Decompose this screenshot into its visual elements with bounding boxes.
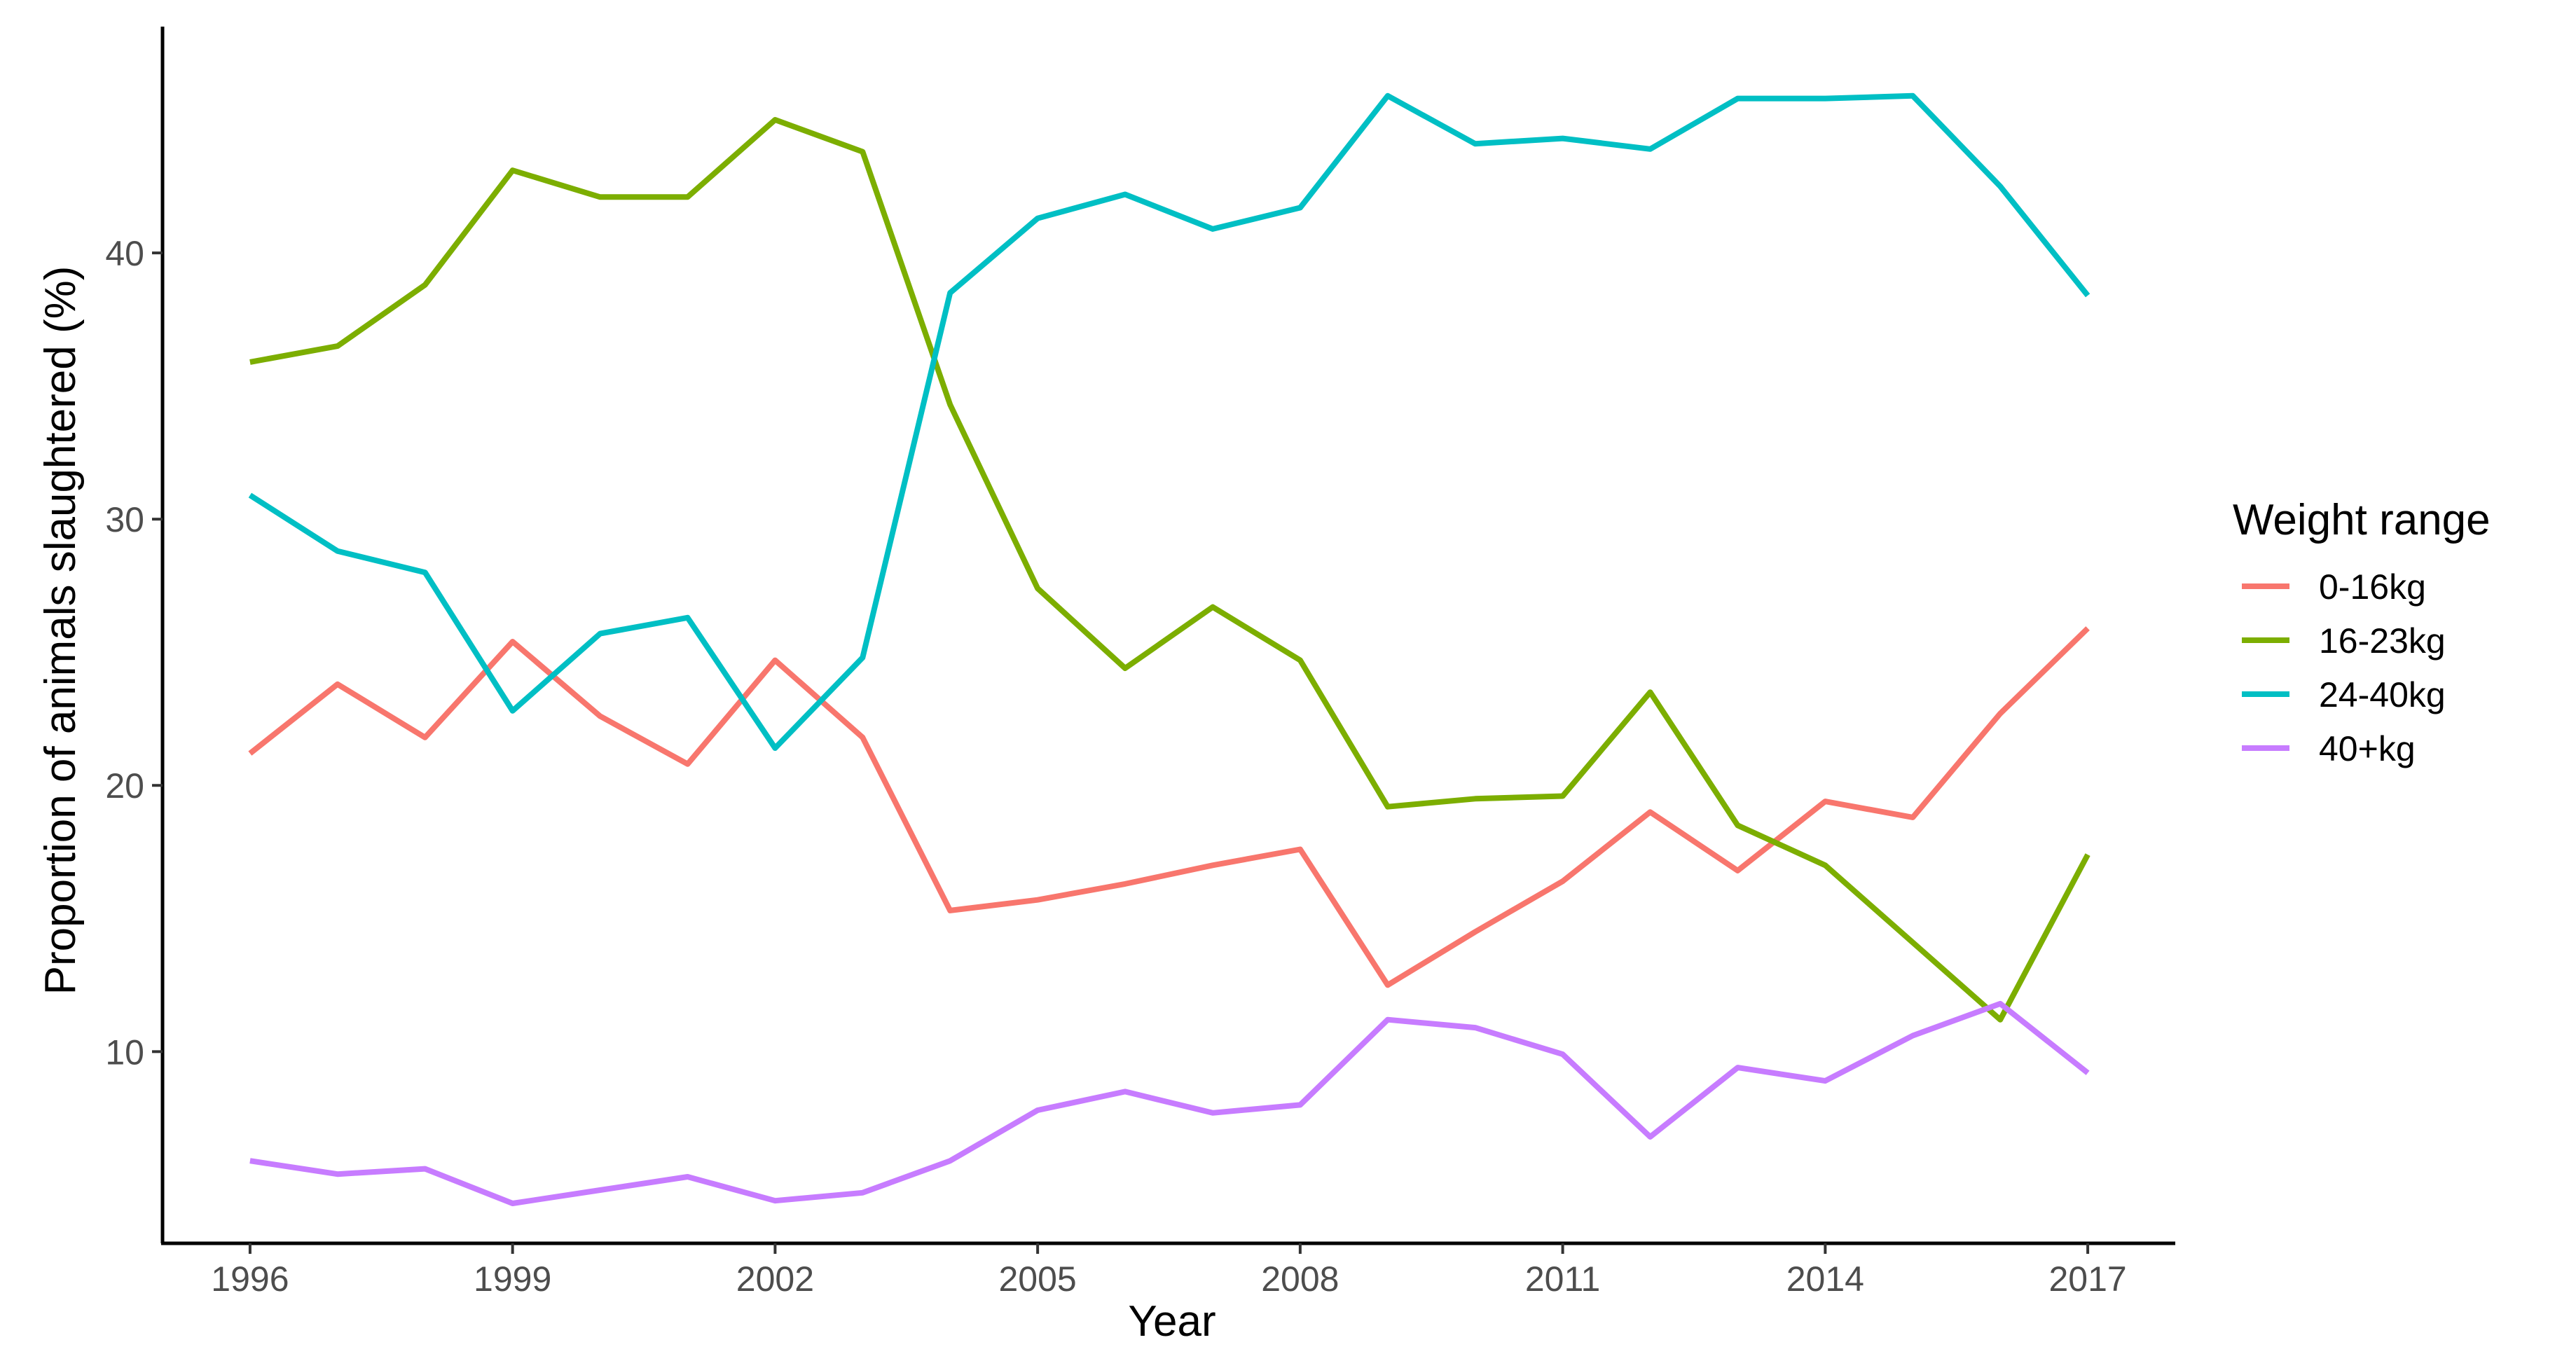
x-tick-label: 2005 xyxy=(999,1259,1077,1299)
y-tick-label: 10 xyxy=(105,1032,144,1072)
legend-label-4: 40+kg xyxy=(2319,729,2416,768)
series-line-2 xyxy=(249,117,2091,1023)
y-tick-label: 30 xyxy=(105,500,144,539)
y-tick-label: 20 xyxy=(105,766,144,806)
series-layer xyxy=(248,92,2091,1206)
x-tick-label: 2011 xyxy=(1525,1259,1601,1299)
y-axis-title: Proportion of animals slaughtered (%) xyxy=(36,266,85,995)
series-line-4 xyxy=(249,1000,2090,1206)
x-tick-label: 1996 xyxy=(211,1259,289,1299)
x-tick-label: 2014 xyxy=(1786,1259,1864,1299)
axes-layer: 1996 1999 2002 2005 2008 2011 2014 2017 10 20 30 40 xyxy=(105,27,2175,1299)
legend-items: 0-16kg 16-23kg 24-40kg 40+kg xyxy=(2242,567,2446,768)
legend-label-2: 16-23kg xyxy=(2319,621,2446,661)
x-tick-label: 2008 xyxy=(1261,1259,1339,1299)
series-line-3 xyxy=(248,92,2091,751)
series-line-1 xyxy=(248,626,2090,988)
legend-title: Weight range xyxy=(2233,496,2491,544)
x-axis-title: Year xyxy=(1128,1297,1215,1346)
y-tick-label: 40 xyxy=(105,234,144,273)
legend-label-1: 0-16kg xyxy=(2319,567,2426,607)
x-tick-label: 1999 xyxy=(474,1259,551,1299)
x-tick-label: 2002 xyxy=(736,1259,814,1299)
x-tick-label: 2017 xyxy=(2048,1259,2126,1299)
legend-label-3: 24-40kg xyxy=(2319,675,2446,714)
legend: Weight range 0-16kg 16-23kg 24-40kg 40+kg xyxy=(2233,496,2491,768)
